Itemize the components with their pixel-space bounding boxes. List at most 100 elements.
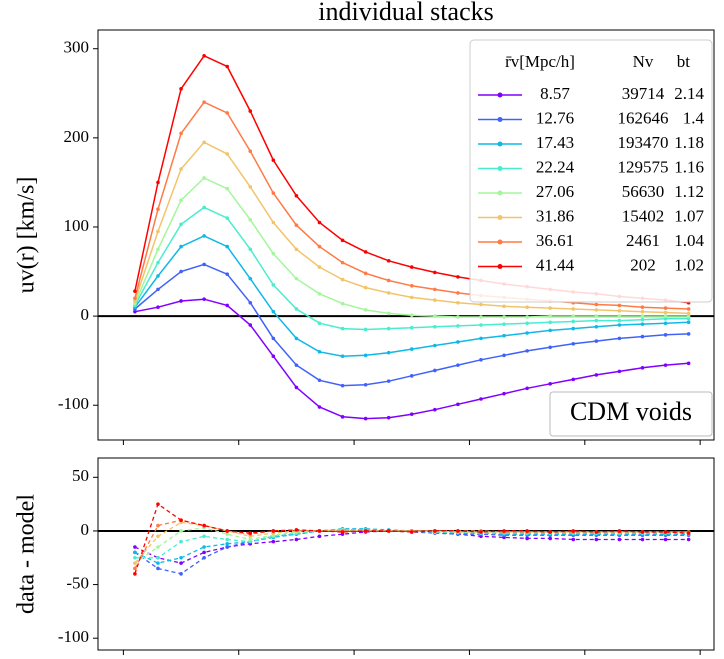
- data-point: [363, 327, 368, 332]
- data-point: [617, 323, 622, 327]
- data-point: [479, 357, 483, 362]
- data-point: [202, 234, 206, 238]
- data-point: [409, 295, 414, 300]
- data-point: [571, 326, 576, 331]
- data-point: [433, 368, 437, 373]
- series-line: [134, 528, 689, 564]
- plot-frame: [97, 457, 715, 651]
- legend-label: 22.24: [536, 157, 575, 176]
- data-point: [156, 247, 160, 252]
- data-point: [456, 340, 460, 344]
- chart-title: individual stacks: [318, 0, 493, 26]
- legend-b: 1.04: [674, 231, 704, 250]
- data-point: [363, 416, 368, 421]
- legend-marker: [497, 264, 503, 269]
- legend-label: 31.86: [536, 206, 574, 225]
- data-point: [409, 313, 414, 318]
- data-point: [156, 260, 160, 265]
- data-point: [571, 307, 576, 311]
- data-point: [663, 306, 668, 310]
- data-point: [686, 316, 691, 321]
- legend-b: 1.4: [683, 108, 705, 127]
- data-point: [179, 222, 183, 227]
- y-tick-label: 0: [81, 305, 90, 324]
- legend-marker: [497, 190, 503, 196]
- y-tick-label: -50: [66, 573, 89, 592]
- legend-header: r̄v[Mpc/h]: [505, 52, 575, 71]
- y-tick-label: -100: [58, 394, 89, 413]
- data-point: [340, 326, 345, 331]
- data-point: [340, 354, 345, 359]
- data-point: [640, 309, 645, 314]
- data-point: [594, 302, 599, 307]
- data-point: [386, 311, 391, 316]
- series-line: [134, 529, 689, 575]
- data-point: [202, 555, 206, 560]
- data-point: [225, 186, 229, 191]
- data-point: [202, 100, 206, 104]
- data-point: [179, 299, 183, 303]
- data-point: [594, 325, 599, 329]
- data-point: [571, 319, 576, 324]
- data-point: [156, 180, 160, 185]
- data-point: [525, 349, 529, 353]
- legend-marker: [497, 215, 503, 220]
- data-point: [686, 307, 691, 311]
- data-point: [479, 315, 483, 319]
- data-point: [294, 385, 299, 390]
- data-point: [225, 542, 229, 546]
- data-point: [179, 529, 183, 533]
- data-point: [156, 545, 160, 549]
- legend-b: 1.02: [674, 255, 704, 274]
- data-point: [133, 561, 137, 565]
- y-tick-label: 300: [64, 38, 90, 57]
- legend-n: 162646: [618, 108, 669, 127]
- data-point: [594, 373, 599, 377]
- data-point: [294, 528, 299, 532]
- data-point: [663, 316, 668, 321]
- legend-b: 1.07: [674, 206, 704, 225]
- legend-b: 1.18: [674, 133, 704, 152]
- data-point: [156, 534, 160, 539]
- data-point: [294, 276, 299, 281]
- data-point: [156, 555, 160, 560]
- data-point: [433, 407, 437, 412]
- data-point: [548, 320, 552, 325]
- legend-n: 129575: [618, 157, 669, 176]
- data-point: [386, 291, 391, 295]
- data-point: [271, 251, 276, 256]
- data-point: [433, 325, 437, 329]
- data-point: [594, 339, 599, 343]
- data-point: [663, 310, 668, 315]
- data-point: [663, 537, 668, 542]
- data-point: [363, 353, 368, 358]
- legend-marker: [497, 117, 503, 122]
- data-point: [317, 405, 322, 409]
- data-point: [225, 545, 229, 549]
- data-point: [179, 572, 183, 576]
- data-point: [686, 537, 691, 542]
- data-point: [133, 545, 137, 549]
- data-point: [248, 109, 253, 113]
- y-tick-label: 0: [81, 520, 90, 539]
- data-point: [363, 285, 368, 290]
- data-point: [294, 223, 299, 227]
- data-point: [133, 572, 137, 576]
- data-point: [248, 247, 253, 252]
- data-point: [571, 377, 576, 382]
- data-point: [409, 284, 414, 288]
- data-point: [179, 131, 183, 136]
- data-point: [433, 287, 437, 292]
- annotation: CDM voids: [570, 397, 692, 426]
- data-point: [179, 198, 183, 203]
- data-point: [294, 307, 299, 311]
- legend-label: 41.44: [536, 255, 575, 274]
- data-point: [433, 529, 437, 533]
- data-point: [156, 566, 160, 571]
- data-point: [617, 318, 622, 323]
- data-point: [202, 550, 206, 555]
- data-point: [202, 523, 206, 528]
- data-point: [571, 529, 576, 533]
- data-point: [525, 321, 529, 326]
- data-point: [133, 301, 137, 306]
